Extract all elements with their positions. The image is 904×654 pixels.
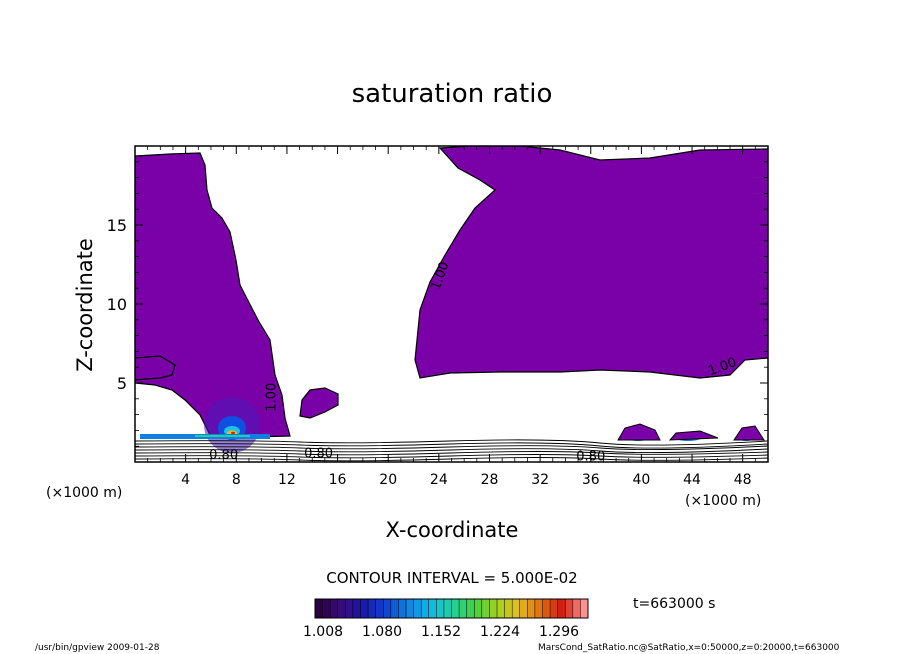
- colorbar-swatch: [383, 599, 392, 618]
- colorbar-tick-label: 1.296: [539, 624, 579, 640]
- x-tick-label: 24: [430, 472, 448, 488]
- colorbar-tick-label: 1.080: [362, 624, 402, 640]
- colorbar-swatch: [315, 599, 324, 618]
- footer-left: /usr/bin/gpview 2009-01-28: [35, 643, 160, 653]
- colorbar-swatch: [345, 599, 354, 618]
- x-tick-label: 44: [683, 472, 701, 488]
- colorbar-swatch: [360, 599, 369, 618]
- colorbar-swatch: [572, 599, 581, 618]
- colorbar-swatch: [550, 599, 559, 618]
- colorbar-tick-label: 1.008: [303, 624, 343, 640]
- x-axis-label: X-coordinate: [386, 518, 519, 542]
- colorbar-swatch: [352, 599, 361, 618]
- x-tick-label: 36: [582, 472, 600, 488]
- x-tick-label: 12: [278, 472, 296, 488]
- colorbar-swatch: [406, 599, 415, 618]
- colorbar-swatch: [413, 599, 422, 618]
- colorbar-swatch: [534, 599, 543, 618]
- plot-area: [135, 146, 768, 462]
- x-tick-label: 8: [232, 472, 241, 488]
- colorbar-swatch: [497, 599, 506, 618]
- surface-bump: [617, 423, 661, 441]
- colorbar-swatch: [466, 599, 475, 618]
- x-tick-label: 16: [329, 472, 347, 488]
- colorbar-swatch: [504, 599, 513, 618]
- x-unit-label-left: (×1000 m): [46, 485, 122, 501]
- surface-contour-lines: [135, 439, 768, 462]
- y-axis-label: Z-coordinate: [73, 238, 97, 372]
- x-tick-label: 4: [181, 472, 190, 488]
- near-surface-saturation-core: [195, 435, 250, 437]
- x-tick-label: 20: [379, 472, 397, 488]
- colorbar-swatch: [451, 599, 460, 618]
- colorbar-swatch: [489, 599, 498, 618]
- y-tick-label: 10: [107, 295, 127, 314]
- colorbar-swatch: [474, 599, 483, 618]
- colorbar: [314, 599, 589, 618]
- x-axis: 4 8 12 16 20 24 28 32 36 40 44 48: [147, 146, 756, 488]
- colorbar-swatch: [330, 599, 339, 618]
- colorbar-ticks: 1.008 1.080 1.152 1.224 1.296: [303, 624, 579, 640]
- colorbar-swatch: [565, 599, 574, 618]
- colorbar-swatch: [512, 599, 521, 618]
- colorbar-swatch: [398, 599, 407, 618]
- colorbar-swatch: [542, 599, 551, 618]
- x-tick-label: 32: [531, 472, 549, 488]
- footer-right: MarsCond_SatRatio.nc@SatRatio,x=0:50000,…: [538, 643, 840, 653]
- time-label: t=663000 s: [633, 596, 715, 612]
- colorbar-swatch: [527, 599, 536, 618]
- contour-interval-text: CONTOUR INTERVAL = 5.000E-02: [326, 569, 577, 587]
- colorbar-swatch: [390, 599, 399, 618]
- colorbar-swatch: [443, 599, 452, 618]
- y-axis: 5 10 15: [107, 161, 768, 447]
- colorbar-swatch: [421, 599, 430, 618]
- contour-label: 1.00: [265, 383, 280, 412]
- x-unit-label-right: (×1000 m): [685, 493, 761, 509]
- surface-bump: [668, 430, 719, 441]
- x-tick-label: 48: [734, 472, 752, 488]
- colorbar-swatch: [519, 599, 528, 618]
- colorbar-swatch: [436, 599, 445, 618]
- supersaturated-region-lower-left: [135, 355, 176, 381]
- colorbar-swatch: [375, 599, 384, 618]
- colorbar-swatch: [428, 599, 437, 618]
- surface-bump: [733, 425, 765, 441]
- colorbar-tick-label: 1.224: [480, 624, 520, 640]
- colorbar-frame: [314, 598, 589, 619]
- colorbar-swatch: [337, 599, 346, 618]
- contour-label: 0.80: [304, 446, 333, 461]
- chart-title: saturation ratio: [352, 79, 553, 109]
- colorbar-swatch: [459, 599, 468, 618]
- colorbar-swatch: [322, 599, 331, 618]
- colorbar-swatch: [481, 599, 490, 618]
- x-tick-label: 40: [632, 472, 650, 488]
- colorbar-swatch: [368, 599, 377, 618]
- high-saturation-max: [231, 431, 235, 435]
- supersaturated-blob: [299, 387, 339, 419]
- supersaturated-region-right: [414, 146, 768, 379]
- y-tick-label: 5: [117, 374, 127, 393]
- colorbar-swatch: [557, 599, 566, 618]
- x-tick-label: 28: [481, 472, 499, 488]
- colorbar-tick-label: 1.152: [421, 624, 461, 640]
- y-tick-label: 15: [107, 216, 127, 235]
- colorbar-swatch: [580, 599, 589, 618]
- contour-label: 0.80: [209, 448, 238, 463]
